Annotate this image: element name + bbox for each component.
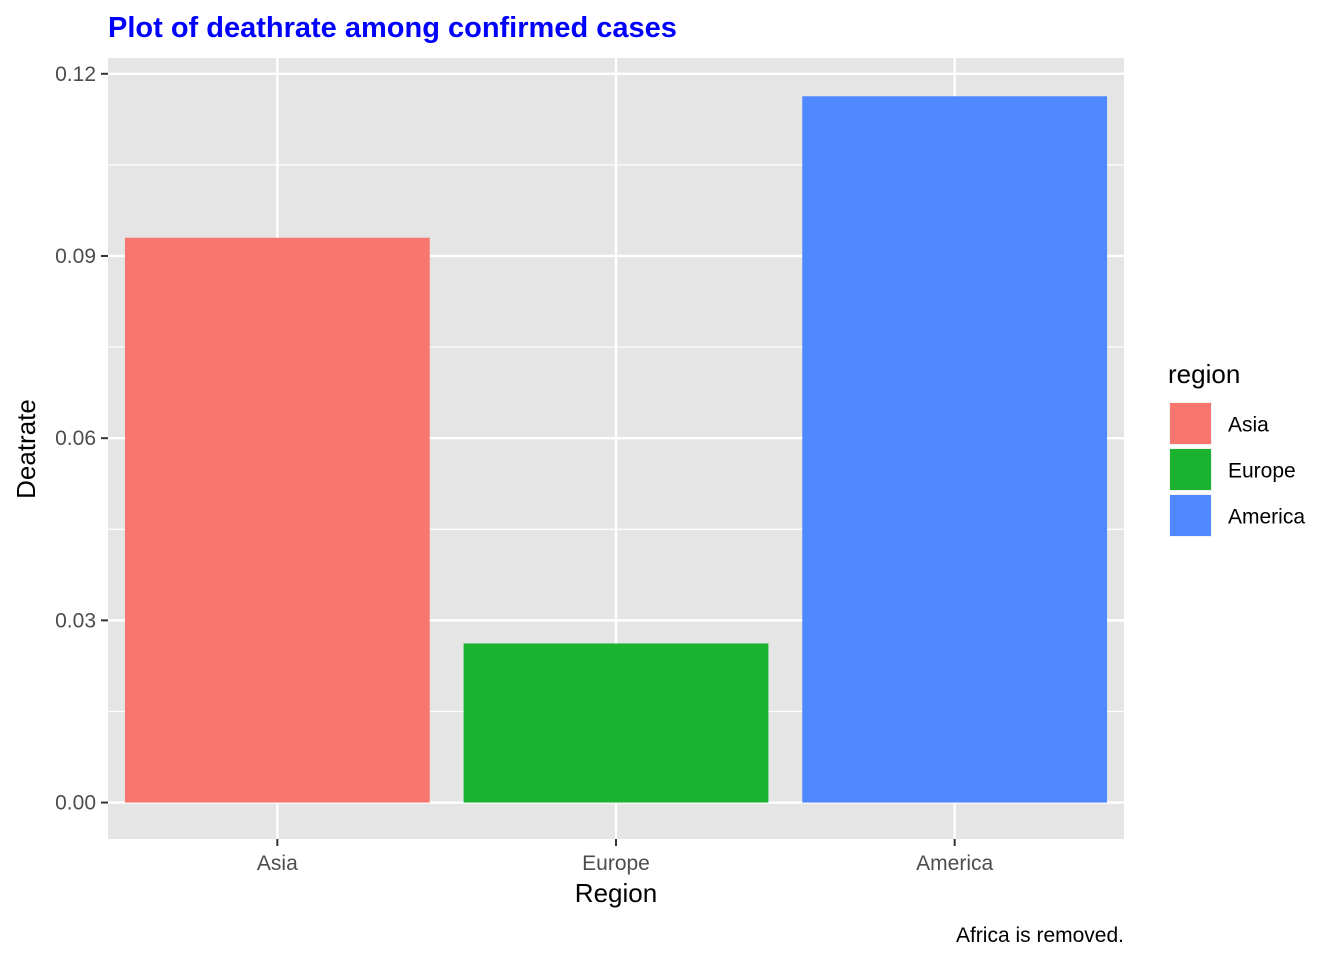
legend-label: Europe bbox=[1228, 460, 1296, 483]
y-axis-title: Deatrate bbox=[11, 399, 41, 499]
legend-label: Asia bbox=[1228, 414, 1269, 437]
y-tick-label: 0.12 bbox=[55, 63, 96, 86]
y-tick-label: 0.09 bbox=[55, 245, 96, 268]
bar-asia bbox=[124, 237, 430, 803]
bars bbox=[124, 96, 1108, 803]
x-tick-label: Asia bbox=[257, 852, 298, 875]
legend-label: America bbox=[1228, 506, 1305, 529]
legend-items: Asia Europe America bbox=[1169, 402, 1305, 537]
y-axis: 0.00 0.03 0.06 0.09 0.12 bbox=[55, 63, 108, 815]
x-tick-label: Europe bbox=[582, 852, 650, 875]
legend-swatch-europe bbox=[1170, 449, 1211, 490]
bar-america bbox=[802, 96, 1108, 803]
x-tick-label: America bbox=[916, 852, 993, 875]
x-axis: Asia Europe America bbox=[257, 839, 993, 875]
legend-swatch-america bbox=[1170, 495, 1211, 536]
y-tick-label: 0.00 bbox=[55, 792, 96, 815]
legend: region Asia Europe America bbox=[1168, 359, 1305, 537]
legend-swatch-asia bbox=[1170, 403, 1211, 444]
y-tick-label: 0.03 bbox=[55, 609, 96, 632]
y-tick-label: 0.06 bbox=[55, 427, 96, 450]
chart-caption: Africa is removed. bbox=[956, 924, 1124, 947]
x-axis-title: Region bbox=[575, 878, 657, 908]
legend-title: region bbox=[1168, 359, 1240, 389]
chart-title: Plot of deathrate among confirmed cases bbox=[108, 12, 677, 44]
bar-europe bbox=[463, 643, 769, 803]
